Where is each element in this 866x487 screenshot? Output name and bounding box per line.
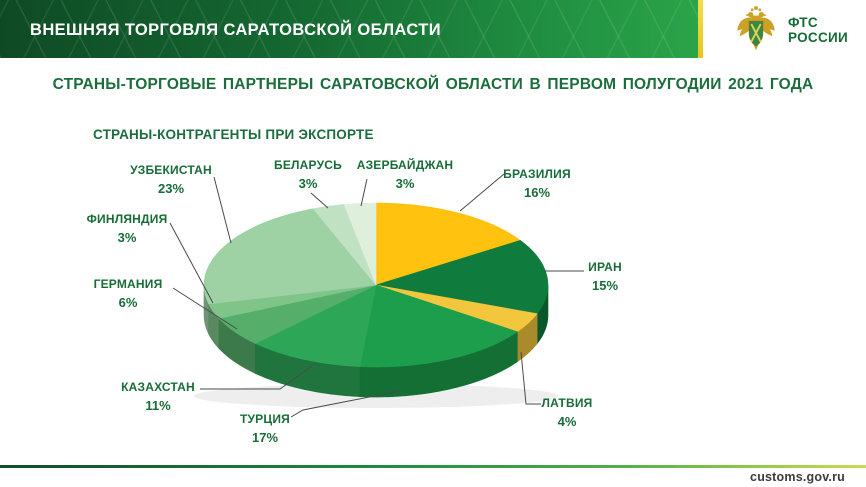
page-title: СТРАНЫ-ТОРГОВЫЕ ПАРТНЕРЫ САРАТОВСКОЙ ОБЛ… — [52, 76, 814, 93]
pie-value-УЗБЕКИСТАН: 23% — [158, 181, 184, 196]
pie-callout-УЗБЕКИСТАН — [213, 176, 232, 244]
pie-callout-КАЗАХСТАН — [200, 365, 313, 390]
pie-slice-КАЗАХСТАН — [254, 284, 377, 367]
pie-value-БРАЗИЛИЯ: 16% — [524, 185, 550, 200]
footer-accent-line — [0, 465, 866, 468]
pie-callout-БРАЗИЛИЯ — [459, 173, 505, 212]
fts-logo-text: ФТС РОССИИ — [788, 15, 848, 45]
pie-slice-ИРАН — [375, 240, 549, 315]
pie-callout-БЕЛАРУСЬ — [310, 192, 329, 209]
pie-slice-ТУРЦИЯ — [359, 284, 518, 368]
pie-label-ТУРЦИЯ: ТУРЦИЯ — [240, 412, 290, 426]
pie-value-ТУРЦИЯ: 17% — [252, 430, 278, 445]
pie-slice-АЗЕРБАЙДЖАН — [343, 202, 377, 286]
pie-label-ГЕРМАНИЯ: ГЕРМАНИЯ — [94, 277, 163, 291]
pie-value-АЗЕРБАЙДЖАН: 3% — [396, 176, 415, 191]
pie-label-АЗЕРБАЙДЖАН: АЗЕРБАЙДЖАН — [357, 157, 454, 172]
fts-logo-line2: РОССИИ — [788, 30, 849, 45]
pie-callout-ФИНЛЯНДИЯ — [169, 222, 214, 304]
header-accent-stripe — [698, 0, 703, 58]
pie-slice-БРАЗИЛИЯ — [375, 202, 521, 286]
pie-callout-ГЕРМАНИЯ — [172, 287, 238, 330]
footer-url-link[interactable]: customs.gov.ru — [750, 470, 845, 484]
pie-label-БЕЛАРУСЬ: БЕЛАРУСЬ — [274, 158, 342, 172]
pie-slice-УЗБЕКИСТАН — [203, 208, 377, 305]
pie-label-ФИНЛЯНДИЯ: ФИНЛЯНДИЯ — [87, 212, 168, 226]
pie-value-ФИНЛЯНДИЯ: 3% — [118, 230, 137, 245]
fts-emblem-icon — [737, 6, 775, 51]
pie-value-КАЗАХСТАН: 11% — [145, 398, 171, 413]
pie-label-УЗБЕКИСТАН: УЗБЕКИСТАН — [130, 163, 212, 177]
pie-label-ЛАТВИЯ: ЛАТВИЯ — [542, 396, 593, 410]
pie-value-БЕЛАРУСЬ: 3% — [299, 176, 318, 191]
pie-label-БРАЗИЛИЯ: БРАЗИЛИЯ — [503, 167, 571, 181]
header-title: ВНЕШНЯЯ ТОРГОВЛЯ САРАТОВСКОЙ ОБЛАСТИ — [30, 21, 441, 39]
pie-callout-ТУРЦИЯ — [290, 390, 401, 418]
pie-value-ГЕРМАНИЯ: 6% — [119, 295, 138, 310]
pie-label-ИРАН: ИРАН — [588, 260, 622, 274]
fts-logo-line1: ФТС — [788, 15, 818, 30]
pie-callout-АЗЕРБАЙДЖАН — [360, 178, 368, 207]
pie-callout-ЛАТВИЯ — [520, 351, 541, 405]
fts-logo: ФТС РОССИИ — [731, 5, 848, 55]
chart-title: СТРАНЫ-КОНТРАГЕНТЫ ПРИ ЭКСПОРТЕ — [93, 127, 374, 142]
pie-value-ИРАН: 15% — [592, 278, 618, 293]
pie-value-ЛАТВИЯ: 4% — [558, 414, 577, 429]
header-band: ВНЕШНЯЯ ТОРГОВЛЯ САРАТОВСКОЙ ОБЛАСТИ — [0, 0, 698, 58]
pie-label-КАЗАХСТАН: КАЗАХСТАН — [121, 380, 195, 394]
